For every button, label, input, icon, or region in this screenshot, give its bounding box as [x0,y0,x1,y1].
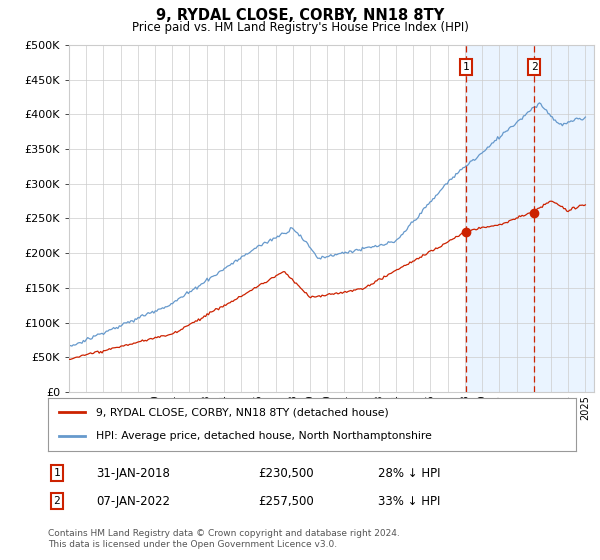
Text: 2: 2 [53,496,61,506]
Text: 07-JAN-2022: 07-JAN-2022 [96,494,170,508]
Text: 1: 1 [53,468,61,478]
Text: £230,500: £230,500 [258,466,314,480]
Text: 33% ↓ HPI: 33% ↓ HPI [378,494,440,508]
Text: Price paid vs. HM Land Registry's House Price Index (HPI): Price paid vs. HM Land Registry's House … [131,21,469,34]
Text: 9, RYDAL CLOSE, CORBY, NN18 8TY: 9, RYDAL CLOSE, CORBY, NN18 8TY [156,8,444,24]
Bar [466,45,594,392]
Text: 1: 1 [463,62,470,72]
Text: £257,500: £257,500 [258,494,314,508]
Text: 2: 2 [531,62,538,72]
Text: 28% ↓ HPI: 28% ↓ HPI [378,466,440,480]
Text: 31-JAN-2018: 31-JAN-2018 [96,466,170,480]
Text: Contains HM Land Registry data © Crown copyright and database right 2024.
This d: Contains HM Land Registry data © Crown c… [48,529,400,549]
Text: 9, RYDAL CLOSE, CORBY, NN18 8TY (detached house): 9, RYDAL CLOSE, CORBY, NN18 8TY (detache… [95,408,388,418]
Text: HPI: Average price, detached house, North Northamptonshire: HPI: Average price, detached house, Nort… [95,431,431,441]
